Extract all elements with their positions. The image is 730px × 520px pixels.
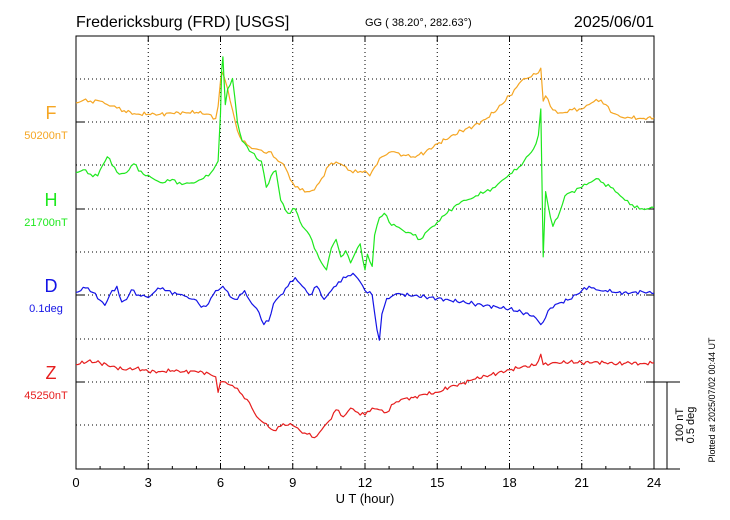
scale-bar-deg-label: 0.5 deg — [685, 407, 697, 444]
x-axis-label: U T (hour) — [336, 491, 395, 506]
series-baseline-h: 21700nT — [24, 217, 68, 229]
x-tick-label: 6 — [217, 475, 224, 490]
scale-bar-nt-label: 100 nT — [674, 408, 686, 443]
series-baseline-z: 45250nT — [24, 390, 68, 402]
scale-bar: 100 nT 0.5 deg — [654, 381, 697, 470]
trace-d — [75, 272, 655, 341]
x-tick-label: 9 — [289, 475, 296, 490]
trace-z — [75, 353, 655, 439]
series-letter-d: D — [45, 276, 58, 296]
trace-h — [75, 56, 655, 271]
x-tick-label: 18 — [502, 475, 516, 490]
date-label: 2025/06/01 — [574, 14, 654, 31]
series-baseline-f: 50200nT — [24, 130, 68, 142]
x-tick-label: 24 — [647, 475, 661, 490]
series-letter-z: Z — [46, 363, 57, 383]
station-title: Fredericksburg (FRD) [USGS] — [76, 14, 289, 31]
series-baseline-d: 0.1deg — [29, 303, 63, 315]
x-tick-label: 3 — [145, 475, 152, 490]
series-labels: F 50200nT H 21700nT D 0.1deg Z 45250nT — [24, 103, 68, 402]
x-tick-label: 15 — [430, 475, 444, 490]
series-letter-f: F — [46, 103, 57, 123]
series-traces — [75, 56, 655, 439]
trace-f — [75, 67, 655, 193]
series-letter-h: H — [45, 190, 58, 210]
x-tick-label: 0 — [72, 475, 79, 490]
plotted-timestamp: Plotted at 2025/07/02 00:44 UT — [707, 337, 717, 463]
x-axis: 0 3 6 9 12 15 18 21 24 — [72, 36, 661, 490]
grid-lines — [76, 36, 654, 469]
coordinates-label: GG ( 38.20°, 282.63°) — [365, 17, 472, 29]
x-tick-label: 12 — [358, 475, 372, 490]
x-tick-label: 21 — [575, 475, 589, 490]
